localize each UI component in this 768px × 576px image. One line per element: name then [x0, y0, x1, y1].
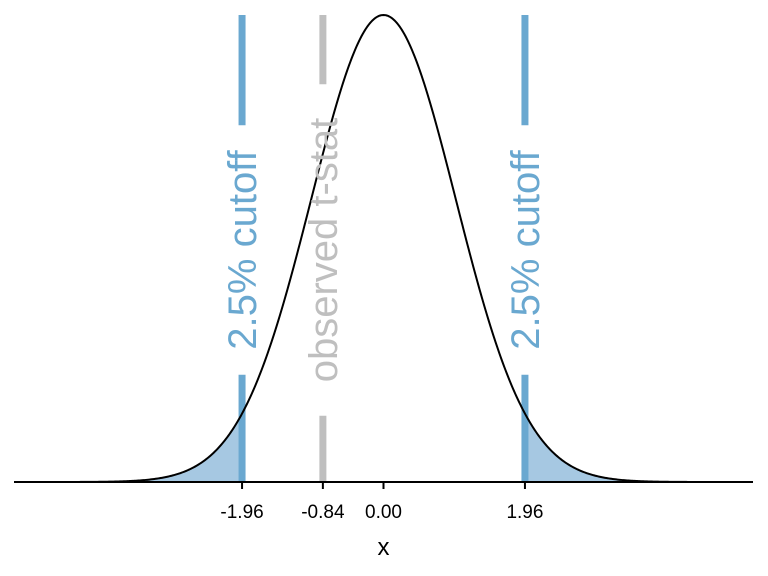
x-tick-label-0: -1.96 [220, 502, 263, 523]
shaded-tails [14, 413, 753, 482]
shaded-tail-left [14, 413, 243, 482]
x-tick-label-3: 1.96 [506, 502, 543, 523]
x-tick-label-2: 0.00 [365, 502, 402, 523]
density-curve [14, 13, 753, 483]
vertical-line-label-1: observed t-stat [302, 118, 346, 383]
vertical-line-labels: 2.5% cutoff observed t-stat 2.5% cutoff [221, 118, 548, 383]
shaded-tail-right [524, 413, 753, 482]
x-axis-ticks: -1.96 -0.84 0.00 1.96 [220, 482, 543, 523]
vertical-lines [238, 15, 529, 482]
vertical-line-label-2: 2.5% cutoff [504, 149, 548, 349]
vertical-line-label-0: 2.5% cutoff [221, 149, 265, 349]
x-tick-label-1: -0.84 [301, 502, 345, 523]
x-axis-title: x [378, 534, 390, 561]
